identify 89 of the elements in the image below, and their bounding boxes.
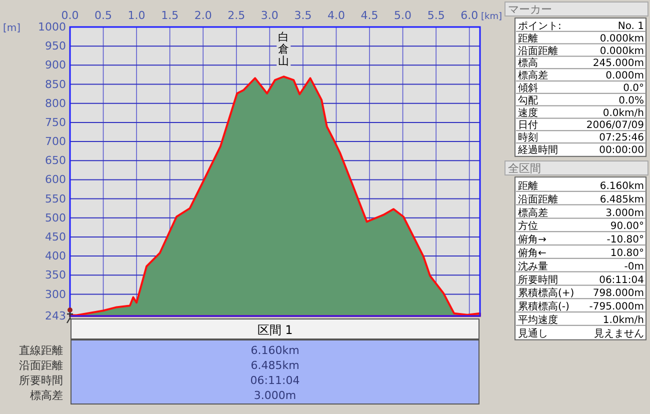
- text: 俯角→: [518, 234, 546, 246]
- y-tick-label: 900: [45, 58, 66, 72]
- text: 平均速度: [518, 314, 558, 326]
- text: 直線距離: [19, 344, 63, 357]
- text: 6.485km: [250, 359, 300, 372]
- text: 勾配: [518, 94, 538, 106]
- text: 累積標高(-): [518, 300, 570, 313]
- x-tick-label: 2.5: [228, 9, 246, 22]
- x-tick-label: 4.0: [327, 9, 345, 22]
- x-tick-label: 5.5: [427, 9, 445, 22]
- text: 2006/07/09: [586, 120, 644, 132]
- text: 日付: [518, 120, 538, 132]
- text: 0.000m: [606, 70, 644, 82]
- text: 0.0°: [623, 83, 644, 94]
- annotation: 白倉山: [278, 30, 290, 68]
- text: 見えません: [594, 328, 644, 340]
- y-tick-label: 243: [45, 310, 66, 323]
- text: 沿面距離: [518, 193, 558, 206]
- text: 6.160km: [250, 344, 300, 357]
- text: マーカー: [508, 3, 552, 16]
- y-tick-label: 500: [45, 211, 66, 224]
- text: 6.485km: [600, 194, 644, 206]
- text: 6.160km: [600, 181, 644, 192]
- text: 3.000m: [606, 208, 644, 219]
- y-tick-label: 300: [45, 288, 66, 301]
- x-tick-label: 4.5: [360, 9, 378, 22]
- text: 所要時間: [518, 274, 558, 286]
- text: 07:25:46: [599, 132, 644, 144]
- x-tick-label: 2.0: [194, 9, 212, 22]
- text: 時刻: [518, 132, 538, 144]
- x-tick-label: 0.5: [94, 9, 112, 22]
- x-tick-label: 0.0: [61, 9, 79, 22]
- text: No. 1: [618, 21, 644, 32]
- text: 沿面距離: [518, 44, 558, 57]
- y-tick-label: 600: [45, 173, 66, 186]
- text: 標高差: [518, 70, 548, 82]
- text: 0.000km: [600, 46, 644, 57]
- text: 10.80°: [610, 248, 644, 259]
- y-tick-label: 1000: [38, 20, 66, 34]
- text: 0.0km/h: [602, 108, 644, 119]
- y-tick-label: 700: [45, 135, 66, 148]
- text: 標高: [518, 57, 538, 70]
- text: 累積標高(+): [518, 287, 574, 300]
- y-tick-label: 850: [45, 78, 66, 91]
- text: 傾斜: [518, 82, 538, 94]
- y-tick-label: 950: [45, 40, 66, 53]
- y-tick-label: 350: [45, 268, 66, 282]
- text: 距離: [518, 32, 538, 44]
- text: 798.000m: [592, 288, 644, 300]
- text: 全区間: [508, 162, 541, 175]
- text: 距離: [518, 180, 538, 192]
- y-axis-title: [m]: [3, 23, 21, 34]
- text: -10.80°: [606, 234, 644, 246]
- text: 06:11:04: [250, 374, 300, 387]
- text: 所要時間: [19, 374, 63, 387]
- y-tick-label: 400: [45, 250, 66, 263]
- text: 標高差: [518, 206, 548, 219]
- text: 経過時間: [517, 144, 558, 156]
- text: 1.0km/h: [602, 315, 644, 326]
- text: 06:11:04: [599, 274, 644, 286]
- text: 俯角←: [518, 247, 546, 259]
- text: 00:00:00: [599, 145, 644, 156]
- text: 0.0%: [618, 95, 644, 106]
- text: 方位: [518, 220, 538, 232]
- x-tick-label: 1.0: [128, 9, 146, 22]
- x-tick-label: 5.0: [394, 9, 412, 22]
- x-axis-title: [km]: [481, 12, 502, 22]
- text: 沿面距離: [19, 359, 63, 372]
- text: 標高差: [30, 389, 63, 402]
- text: -795.000m: [589, 302, 644, 313]
- y-tick-label: 550: [45, 192, 66, 206]
- x-tick-label: 1.5: [161, 9, 179, 22]
- text: 90.00°: [610, 221, 644, 232]
- text: 区間 1: [257, 323, 293, 337]
- text: ポイント:: [518, 21, 562, 32]
- x-tick-label: 3.0: [260, 9, 278, 22]
- y-tick-label: 650: [45, 154, 66, 168]
- x-tick-label: 3.5: [294, 9, 312, 22]
- text: 沈み量: [518, 260, 548, 272]
- text: 見通し: [518, 327, 548, 340]
- y-tick-label: 800: [45, 96, 66, 110]
- text: 245.000m: [592, 58, 644, 70]
- y-tick-label: 450: [45, 230, 66, 244]
- text: 0.000km: [600, 33, 644, 44]
- text: 3.000m: [254, 389, 296, 402]
- text: -0m: [624, 261, 644, 272]
- x-tick-label: 6.0: [460, 9, 478, 22]
- text: 速度: [518, 106, 538, 119]
- y-tick-label: 750: [45, 116, 66, 129]
